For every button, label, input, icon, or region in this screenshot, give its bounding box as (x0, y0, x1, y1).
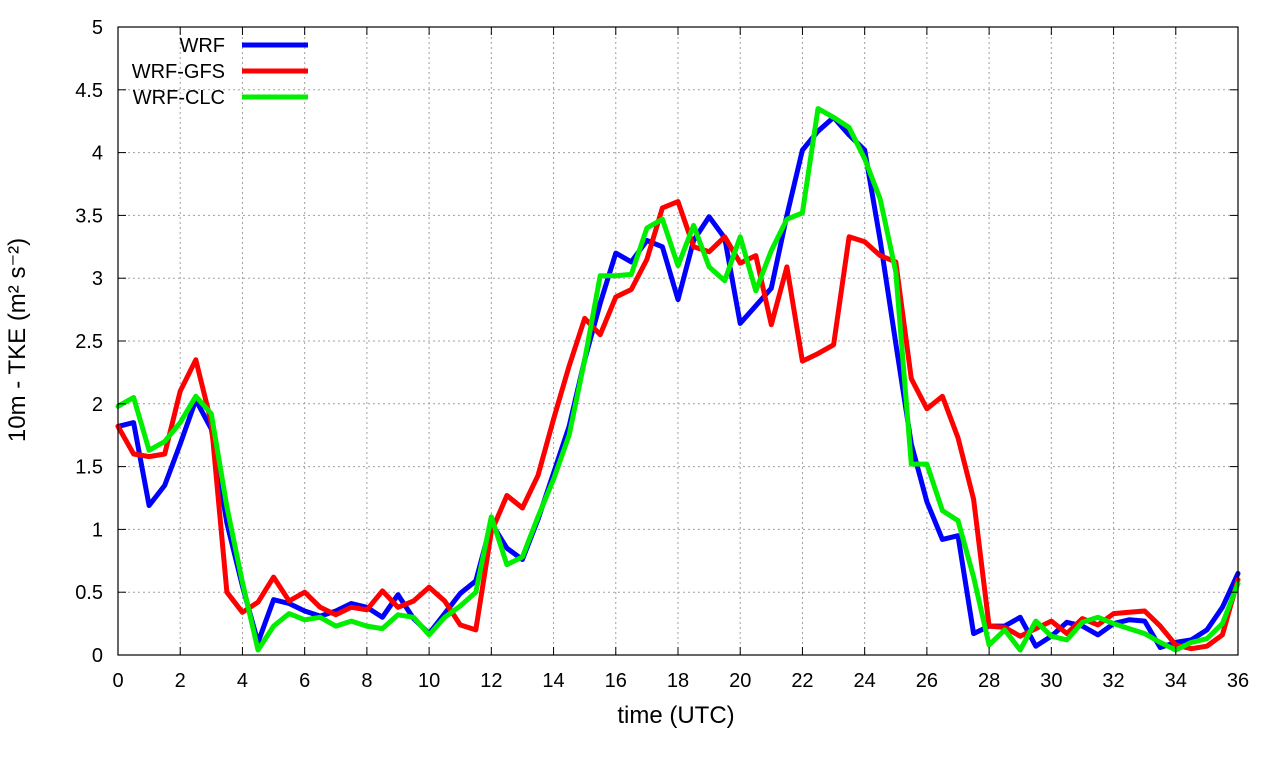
legend-label: WRF-CLC (133, 87, 225, 109)
x-tick-label: 12 (480, 670, 502, 692)
y-axis-title: 10m - TKE (m² s⁻²) (4, 238, 31, 442)
y-tick-label: 4.5 (75, 80, 103, 102)
legend-label: WRF (179, 35, 225, 57)
x-tick-label: 8 (361, 670, 372, 692)
y-axis-ticks: 0 0.5 1 1.5 2 2.5 3 3.5 4 4.5 5 (75, 17, 1238, 667)
x-tick-label: 14 (542, 670, 564, 692)
x-tick-label: 36 (1227, 670, 1249, 692)
grid-lines (118, 27, 1238, 655)
x-tick-label: 26 (916, 670, 938, 692)
series-line-wrf-gfs (115, 199, 1241, 652)
y-tick-label: 0 (92, 645, 103, 667)
y-tick-label: 2 (92, 394, 103, 416)
y-tick-label: 2.5 (75, 331, 103, 353)
x-tick-label: 18 (667, 670, 689, 692)
x-tick-label: 4 (237, 670, 248, 692)
x-tick-label: 10 (418, 670, 440, 692)
x-tick-label: 0 (112, 670, 123, 692)
x-axis-title: time (UTC) (617, 702, 734, 729)
x-tick-label: 2 (175, 670, 186, 692)
legend-label: WRF-GFS (132, 61, 225, 83)
y-tick-label: 3 (92, 268, 103, 290)
x-tick-label: 24 (854, 670, 876, 692)
x-tick-label: 22 (791, 670, 813, 692)
x-tick-label: 6 (299, 670, 310, 692)
y-tick-label: 1 (92, 519, 103, 541)
series-line-wrf-clc (115, 106, 1241, 653)
x-tick-label: 30 (1040, 670, 1062, 692)
y-tick-label: 4 (92, 143, 103, 165)
y-tick-label: 3.5 (75, 205, 103, 227)
series-lines (115, 106, 1241, 653)
y-tick-label: 0.5 (75, 582, 103, 604)
y-tick-label: 5 (92, 17, 103, 39)
x-tick-label: 16 (605, 670, 627, 692)
legend: WRF WRF-GFS WRF-CLC (132, 35, 308, 109)
x-tick-label: 34 (1165, 670, 1187, 692)
y-tick-label: 1.5 (75, 457, 103, 479)
x-axis-ticks: 0 2 4 6 8 10 12 14 16 18 20 22 24 26 28 30 32 34 36 (112, 27, 1249, 692)
x-tick-label: 28 (978, 670, 1000, 692)
x-tick-label: 32 (1102, 670, 1124, 692)
x-tick-label: 20 (729, 670, 751, 692)
